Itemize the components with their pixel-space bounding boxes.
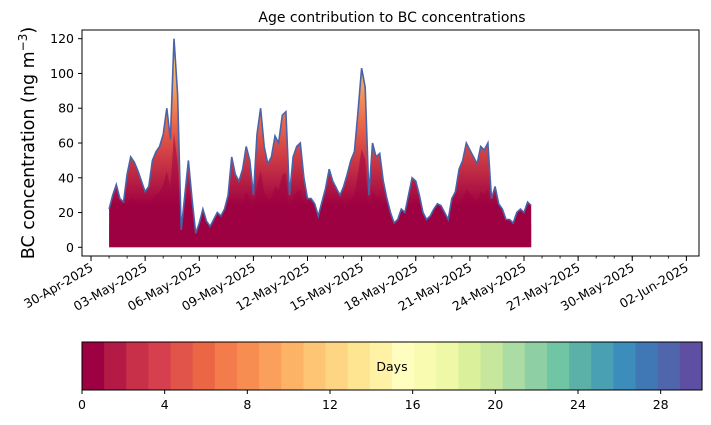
y-axis-label-superscript: −3: [16, 34, 30, 52]
y-tick-label: 120: [50, 31, 74, 46]
colorbar-segment: [502, 342, 526, 390]
colorbar-tick-label: 24: [570, 397, 586, 412]
colorbar-segment: [104, 342, 127, 390]
colorbar-segment: [170, 342, 194, 390]
y-axis: 0 20 40 60 80 100 120: [50, 31, 82, 255]
colorbar-segment: [613, 342, 637, 390]
age-contribution-base-area: [109, 132, 532, 248]
colorbar-tick-label: 0: [78, 397, 86, 412]
colorbar-segment: [281, 342, 305, 390]
colorbar-segment: [635, 342, 659, 390]
colorbar-tick-label: 8: [243, 397, 251, 412]
colorbar-segment: [347, 342, 371, 390]
colorbar-segment: [480, 342, 504, 390]
colorbar-segment: [369, 342, 393, 390]
colorbar-tick-label: 12: [322, 397, 338, 412]
colorbar-segment: [679, 342, 703, 390]
colorbar-segment: [414, 342, 437, 390]
y-tick-label: 40: [58, 170, 74, 185]
colorbar-segment: [524, 342, 548, 390]
total-bc-line: [108, 38, 532, 234]
colorbar-label: Days: [376, 359, 407, 374]
colorbar-tick-label: 16: [405, 397, 421, 412]
colorbar-segment: [192, 342, 216, 390]
colorbar-segment: [126, 342, 150, 390]
colorbar-segment: [259, 342, 282, 390]
y-tick-label: 100: [50, 66, 74, 81]
colorbar-segment: [325, 342, 349, 390]
colorbar-segment: [657, 342, 681, 390]
chart-title: Age contribution to BC concentrations: [258, 10, 525, 26]
colorbar-segment: [591, 342, 615, 390]
y-tick-label: 60: [58, 136, 74, 151]
x-axis: 30-Apr-202503-May-202506-May-202509-May-…: [21, 256, 691, 314]
colorbar: 0 4 8 12 16 20 24 28: [78, 342, 703, 412]
y-tick-label: 80: [58, 101, 74, 116]
y-tick-label: 20: [58, 205, 74, 220]
colorbar-segment: [392, 342, 415, 390]
colorbar-tick-label: 28: [653, 397, 669, 412]
colorbar-frame: [81, 341, 703, 391]
colorbar-segment: [547, 342, 570, 390]
y-axis-label: BC concentration (ng m−3): [16, 27, 39, 259]
y-tick-label: 0: [66, 240, 74, 255]
plot-area: [108, 38, 532, 248]
colorbar-tick-label: 4: [161, 397, 169, 412]
plot-frame: [81, 29, 700, 257]
colorbar-segment: [458, 342, 482, 390]
colorbar-segment: [148, 342, 172, 390]
colorbar-tick-label: 20: [487, 397, 503, 412]
y-axis-label-text: BC concentration (ng m: [19, 51, 39, 259]
colorbar-segment: [436, 342, 460, 390]
colorbar-segment: [82, 342, 105, 390]
colorbar-segment: [214, 342, 238, 390]
colorbar-segment: [237, 342, 260, 390]
colorbar-segment: [569, 342, 592, 390]
y-axis-label-close: ): [19, 27, 39, 34]
colorbar-segment: [303, 342, 327, 390]
